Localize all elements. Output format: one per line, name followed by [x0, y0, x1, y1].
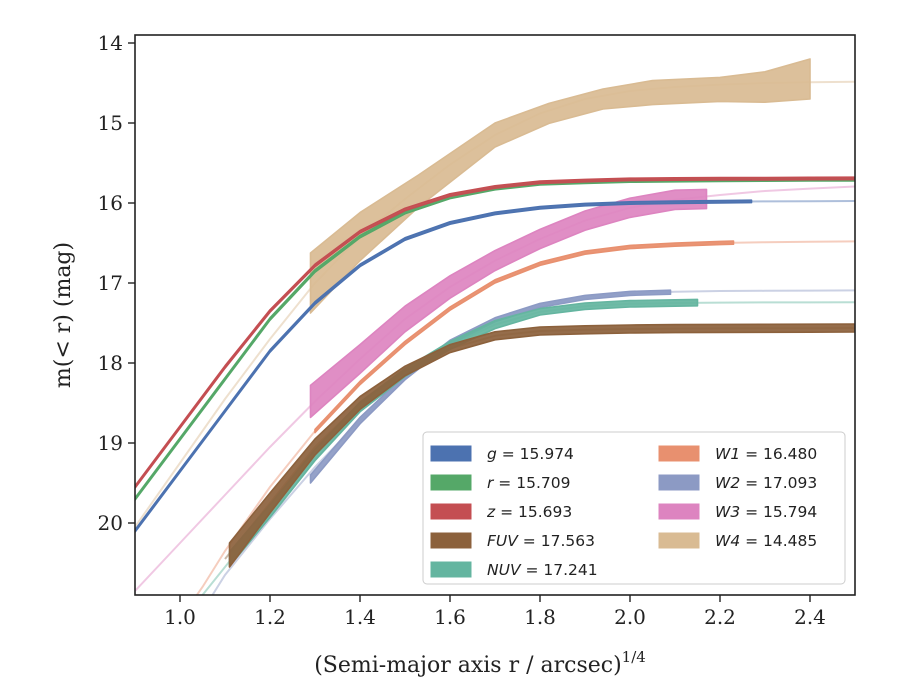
plot-area [135, 58, 855, 595]
legend: g = 15.974 r = 15.709 z = 15.693 FUV = 17.5… [422, 431, 846, 585]
obs-band-w1 [314, 240, 735, 434]
legend-swatch-g [430, 445, 472, 462]
legend-swatch-w1 [658, 445, 700, 462]
y-tick-label: 17 [98, 271, 123, 295]
legend-label-w3: W3 = 15.794 [715, 503, 817, 521]
legend-label-nuv: NUV = 17.241 [487, 561, 598, 579]
x-axis-label: (Semi-major axis r / arcsec)1/4 [314, 648, 646, 678]
legend-swatch-w2 [658, 474, 700, 491]
plot-frame [134, 34, 856, 596]
legend-swatch-w3 [658, 503, 700, 520]
legend-label-g: g = 15.974 [487, 445, 574, 463]
legend-swatch-z [430, 503, 472, 520]
x-axis-label-main: (Semi-major axis r / arcsec) [314, 653, 621, 678]
obs-band-g [135, 199, 753, 534]
legend-swatch-nuv [430, 561, 472, 578]
legend-swatch-r [430, 474, 472, 491]
x-tick-label: 1.8 [524, 605, 556, 629]
x-tick-label: 1.6 [434, 605, 466, 629]
legend-label-w2: W2 = 17.093 [715, 474, 817, 492]
y-tick-label: 20 [98, 511, 123, 535]
legend-swatch-fuv [430, 532, 472, 549]
legend-swatch-w4 [658, 532, 700, 549]
y-axis-label: m(< r) (mag) [51, 242, 76, 388]
legend-label-z: z = 15.693 [486, 503, 572, 521]
legend-label-w4: W4 = 14.485 [715, 532, 817, 550]
y-tick-label: 16 [98, 191, 123, 215]
y-tick-label: 19 [98, 431, 123, 455]
x-tick-label: 2.0 [614, 605, 646, 629]
obs-band-w3 [309, 188, 708, 419]
legend-label-fuv: FUV = 17.563 [487, 532, 595, 550]
x-tick-label: 1.2 [254, 605, 286, 629]
axes: 1.0 1.2 1.4 1.6 1.8 2.0 2.2 2.4 14 15 16 17 18 19 20 [98, 31, 826, 629]
legend-label-w1: W1 = 16.480 [715, 445, 817, 463]
x-tick-label: 2.4 [794, 605, 826, 629]
obs-band-w2 [309, 289, 672, 484]
y-tick-label: 18 [98, 351, 123, 375]
x-tick-label: 1.0 [164, 605, 196, 629]
y-tick-label: 14 [98, 31, 123, 55]
obs-band-z [135, 176, 855, 490]
legend-box [422, 431, 846, 585]
obs-band-w4 [309, 58, 811, 314]
obs-band-fuv [228, 323, 855, 568]
x-tick-label: 1.4 [344, 605, 376, 629]
x-tick-label: 2.2 [704, 605, 736, 629]
x-axis-label-exponent: 1/4 [622, 648, 646, 666]
y-tick-label: 15 [98, 111, 123, 135]
obs-band-r [135, 177, 855, 502]
legend-label-r: r = 15.709 [487, 474, 570, 492]
